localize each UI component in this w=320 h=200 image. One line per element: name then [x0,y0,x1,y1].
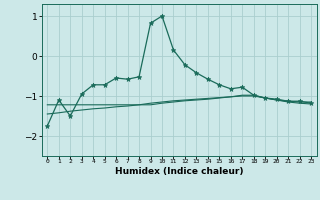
X-axis label: Humidex (Indice chaleur): Humidex (Indice chaleur) [115,167,244,176]
